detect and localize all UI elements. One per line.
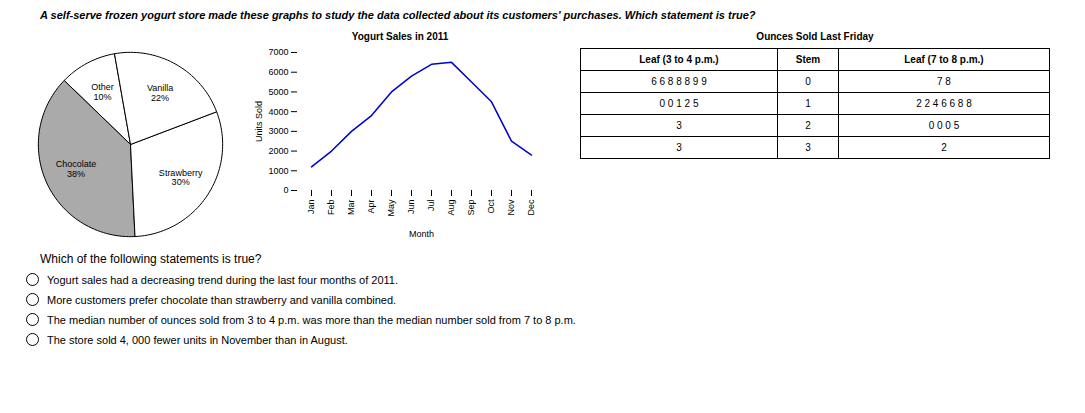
svg-text:Month: Month	[409, 229, 434, 239]
html-text:The median number of ounces so: The median number of ounces sold from 3 …	[47, 313, 576, 326]
html-text:0: 0	[805, 76, 811, 87]
svg-text:6000: 6000	[268, 67, 288, 77]
html-text:1: 1	[805, 98, 811, 109]
svg-text:Strawberry30%: Strawberry30%	[159, 168, 203, 188]
svg-text:May: May	[386, 199, 396, 217]
svg-text:Nov: Nov	[506, 199, 516, 216]
svg-text:5000: 5000	[268, 87, 288, 97]
html-text:2: 2	[941, 142, 947, 153]
html-text:2 2 4 6 6 8 8: 2 2 4 6 6 8 8	[916, 98, 972, 109]
svg-text:Apr: Apr	[366, 200, 376, 214]
html-text:Leaf (3 to 4 p.m.): Leaf (3 to 4 p.m.)	[639, 54, 719, 65]
svg-text:1000: 1000	[268, 166, 288, 176]
html-text:3: 3	[676, 120, 682, 131]
html-text:6 6 8 8 8 9 9: 6 6 8 8 8 9 9	[651, 76, 707, 87]
html-text:Which of the following stateme: Which of the following statements is tru…	[40, 252, 262, 266]
svg-text:4000: 4000	[268, 107, 288, 117]
svg-text:Jul: Jul	[426, 200, 436, 212]
html-text:The store sold 4, 000 fewer un: The store sold 4, 000 fewer units in Nov…	[47, 333, 348, 346]
html-text:Leaf (7 to 8 p.m.): Leaf (7 to 8 p.m.)	[904, 54, 984, 65]
svg-text:Jan: Jan	[306, 200, 316, 215]
html-text:3: 3	[805, 142, 811, 153]
svg-text:Aug: Aug	[446, 200, 456, 216]
svg-text:Jun: Jun	[406, 200, 416, 215]
svg-text:Chocolate38%: Chocolate38%	[56, 159, 97, 179]
svg-text:Sep: Sep	[466, 200, 476, 216]
html-text:More customers prefer chocolat: More customers prefer chocolate than str…	[47, 293, 397, 306]
html-text:Stem: Stem	[795, 54, 821, 65]
html-text:0 0 1 2 5: 0 0 1 2 5	[659, 98, 699, 109]
html-text:A self-serve frozen yogurt sto: A self-serve frozen yogurt store made th…	[40, 9, 756, 21]
html-text:Yogurt sales had a decreasing: Yogurt sales had a decreasing trend duri…	[47, 273, 398, 286]
svg-text:Oct: Oct	[486, 199, 496, 214]
svg-text:7000: 7000	[268, 47, 288, 57]
html-text:2: 2	[805, 120, 811, 131]
html-text:7 8: 7 8	[937, 76, 951, 87]
svg-text:Vanilla22%: Vanilla22%	[147, 83, 173, 103]
svg-text:0: 0	[283, 185, 288, 195]
svg-text:2000: 2000	[268, 146, 288, 156]
svg-text:Feb: Feb	[326, 200, 336, 216]
svg-text:Mar: Mar	[346, 199, 356, 215]
svg-text:3000: 3000	[268, 126, 288, 136]
html-text:3: 3	[676, 142, 682, 153]
svg-text:Dec: Dec	[526, 199, 536, 216]
html-text:0 0 0 5: 0 0 0 5	[928, 120, 960, 131]
svg-text:Units Sold: Units Sold	[254, 101, 264, 142]
html-text:Ounces Sold Last Friday: Ounces Sold Last Friday	[756, 31, 874, 42]
html-text:Yogurt Sales in 2011: Yogurt Sales in 2011	[351, 31, 449, 42]
svg-text:Other10%: Other10%	[91, 82, 114, 102]
